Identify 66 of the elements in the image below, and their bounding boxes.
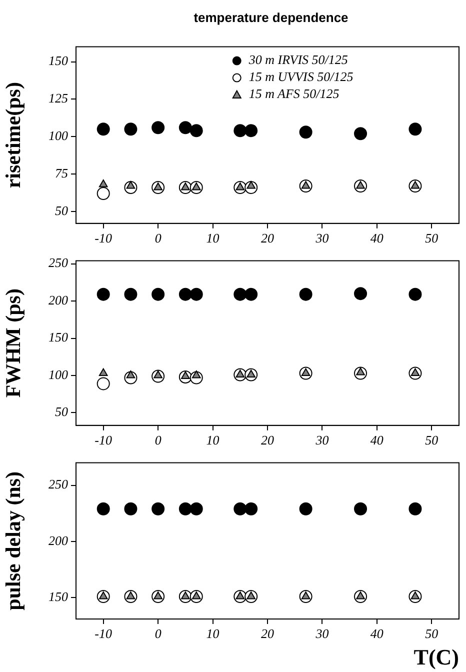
x-tick-label: 0 — [154, 230, 162, 246]
y-tick-label: 150 — [48, 330, 68, 345]
x-tick-label: 20 — [261, 432, 274, 448]
point — [98, 368, 108, 376]
x-tick-label: 30 — [314, 230, 330, 246]
point — [178, 121, 192, 134]
point — [96, 377, 110, 390]
point — [96, 186, 110, 200]
x-tick-label: 40 — [370, 626, 384, 642]
point — [96, 122, 110, 136]
x-tick-label: 10 — [206, 626, 220, 642]
point — [98, 179, 108, 188]
y-tick-label: 50 — [55, 202, 68, 218]
y-tick-label: 50 — [55, 404, 68, 420]
x-tick-label: 40 — [370, 230, 384, 246]
point — [354, 287, 368, 300]
y-tick-label: 100 — [48, 366, 68, 382]
y-tick-label: 150 — [48, 589, 68, 604]
point — [299, 288, 312, 301]
point — [408, 122, 422, 136]
y-tick-label: 75 — [55, 165, 68, 180]
x-tick-label: 30 — [314, 626, 330, 642]
x-tick-label: 50 — [425, 432, 439, 448]
point — [124, 122, 138, 136]
point — [299, 126, 312, 139]
point — [408, 288, 422, 301]
y-tick-label: 100 — [48, 128, 68, 144]
x-tick-label: -10 — [94, 230, 113, 246]
x-tick-label: 10 — [206, 230, 220, 246]
x-tick-label: -10 — [94, 626, 113, 642]
x-tick-label: 40 — [370, 432, 384, 448]
y-tick-label: 150 — [48, 53, 68, 68]
point — [178, 288, 192, 301]
point — [234, 288, 247, 301]
x-tick-label: 50 — [425, 230, 439, 246]
y-tick-label: 125 — [48, 90, 68, 106]
x-tick-label: 20 — [261, 626, 274, 642]
point — [190, 288, 203, 301]
legend-label: 15 m UVVIS 50/125 — [248, 69, 354, 84]
legend-label: 15 m AFS 50/125 — [248, 86, 340, 102]
x-tick-label: 50 — [425, 626, 439, 642]
y-axis-title: risetime(ps) — [1, 82, 26, 188]
point — [124, 288, 138, 301]
point — [96, 288, 110, 301]
x-tick-label: 20 — [261, 230, 274, 246]
y-tick-label: 200 — [48, 532, 68, 548]
x-tick-label: 0 — [154, 626, 162, 642]
point — [354, 127, 368, 140]
x-tick-label: -10 — [94, 432, 113, 448]
y-axis-title: FWHM (ps) — [1, 288, 26, 398]
y-tick-label: 250 — [48, 255, 68, 270]
x-axis-title: T(C) — [414, 644, 459, 670]
x-tick-label: 0 — [154, 432, 162, 448]
point — [152, 288, 165, 301]
y-tick-label: 200 — [48, 292, 68, 308]
y-tick-label: 250 — [48, 476, 68, 492]
point — [152, 121, 165, 134]
x-tick-label: 10 — [206, 432, 220, 448]
y-axis-title: pulse delay (ns) — [1, 471, 26, 610]
point — [234, 124, 247, 138]
x-tick-label: 30 — [314, 432, 330, 448]
point — [244, 288, 258, 301]
point — [244, 124, 258, 138]
chart-title: temperature dependence — [192, 10, 350, 25]
point — [190, 124, 203, 138]
legend-label: 30 m IRVIS 50/125 — [248, 52, 348, 68]
